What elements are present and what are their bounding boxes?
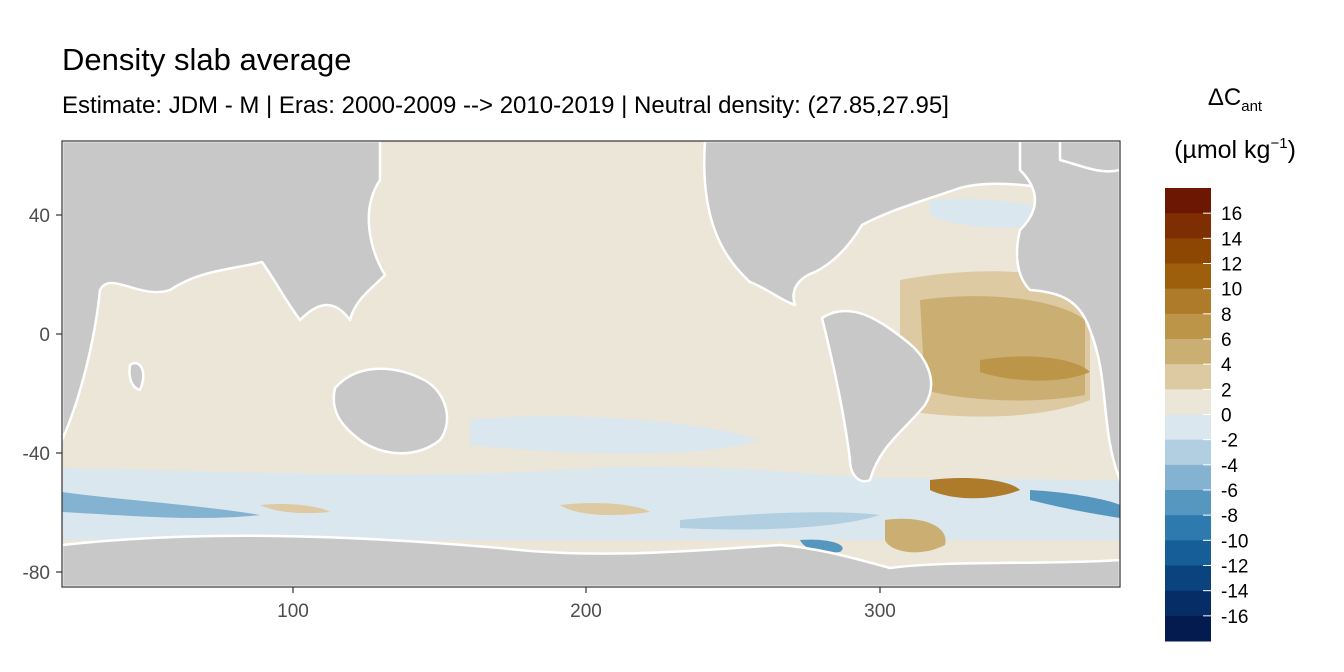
- legend-subscript: ant: [1241, 98, 1263, 115]
- legend-label: 14: [1221, 229, 1243, 250]
- y-tick-label: -80: [23, 563, 50, 584]
- x-tick-label: 100: [277, 601, 309, 622]
- legend-labels: 16 14 12 10 8 6 4 2 0 -2 -4 -6 -8 -10 -12 -14 -16: [1221, 204, 1249, 628]
- legend-label: 2: [1221, 380, 1232, 401]
- legend-label: 6: [1221, 330, 1232, 351]
- legend-label: -2: [1221, 431, 1238, 452]
- south-america: [820, 309, 933, 483]
- legend-color-step: [1165, 540, 1211, 566]
- legend-color-step: [1165, 339, 1211, 365]
- legend-color-step: [1165, 414, 1211, 441]
- legend-color-step: [1165, 238, 1211, 264]
- antarctica: [62, 534, 1120, 587]
- land-masses: [62, 141, 1120, 587]
- legend-label: -16: [1221, 607, 1248, 628]
- legend-color-step: [1165, 490, 1211, 516]
- legend-unit-exponent: −1: [1270, 135, 1288, 152]
- ocean-anomaly-field: [62, 198, 1120, 553]
- legend-unit-prefix: (µmol kg: [1174, 136, 1271, 164]
- southern-ocean-brown-patch-1: [260, 503, 330, 514]
- legend-label: -10: [1221, 531, 1248, 552]
- y-axis: [56, 214, 62, 573]
- southern-ocean-blue-band-mid: [680, 512, 880, 530]
- southern-ocean-blue-band-west: [62, 492, 260, 519]
- legend-symbol: ΔC: [1207, 84, 1242, 111]
- atlantic-positive-band-inner: [920, 296, 1085, 401]
- y-tick-label: 0: [39, 325, 50, 346]
- australia: [332, 367, 449, 455]
- chart-title: Density slab average: [62, 42, 352, 77]
- map-panel-frame: [61, 140, 1121, 588]
- legend-unit-suffix: ): [1287, 136, 1296, 164]
- scotia-positive-patch: [930, 478, 1020, 499]
- x-axis: [292, 587, 881, 593]
- legend-color-step: [1165, 439, 1211, 466]
- tasman-negative-patch: [470, 416, 760, 454]
- legend-title: ΔCant (µmol kg−1): [1160, 86, 1310, 163]
- legend-color-step: [1165, 263, 1211, 290]
- legend-color-step: [1165, 565, 1211, 592]
- legend-label: 12: [1221, 255, 1242, 276]
- y-tick-label: 40: [29, 206, 50, 227]
- atlantic-positive-core: [980, 356, 1090, 381]
- legend-label: -6: [1221, 481, 1238, 502]
- y-tick-label: -40: [23, 444, 50, 465]
- africa-europe: [1015, 141, 1120, 482]
- legend-color-step: [1165, 364, 1211, 390]
- legend-unit: (µmol kg−1): [1160, 136, 1310, 163]
- legend-label: 8: [1221, 305, 1232, 326]
- americas-north: [703, 141, 1062, 307]
- legend-label: -12: [1221, 557, 1248, 578]
- chart-subtitle: Estimate: JDM - M | Eras: 2000-2009 --> …: [62, 92, 949, 119]
- asia-landmass: [62, 141, 387, 442]
- weddell-blue-patch: [800, 539, 843, 553]
- legend-label: 0: [1221, 406, 1232, 427]
- legend-colorbar: [1165, 188, 1211, 642]
- legend-color-step: [1165, 464, 1211, 491]
- legend-label: -8: [1221, 506, 1238, 527]
- legend-label: 10: [1221, 280, 1242, 301]
- legend-color-step: [1165, 213, 1211, 239]
- legend-label: -14: [1221, 582, 1249, 603]
- legend-color-step: [1165, 389, 1211, 415]
- southern-ocean-brown-patch-2: [560, 502, 650, 516]
- legend-color-step: [1165, 188, 1211, 214]
- madagascar: [128, 362, 145, 392]
- legend-label: 16: [1221, 204, 1242, 225]
- legend-color-step: [1165, 313, 1211, 340]
- legend-color-step: [1165, 590, 1211, 617]
- weddell-positive-patch: [885, 518, 946, 553]
- x-tick-label: 200: [570, 601, 602, 622]
- legend-color-step: [1165, 615, 1211, 642]
- legend-label: -4: [1221, 456, 1238, 477]
- legend-color-step: [1165, 288, 1211, 315]
- legend-label: 4: [1221, 355, 1232, 376]
- southern-ocean-blue-band-east: [1030, 490, 1120, 518]
- x-tick-label: 300: [864, 601, 896, 622]
- legend-color-step: [1165, 515, 1211, 541]
